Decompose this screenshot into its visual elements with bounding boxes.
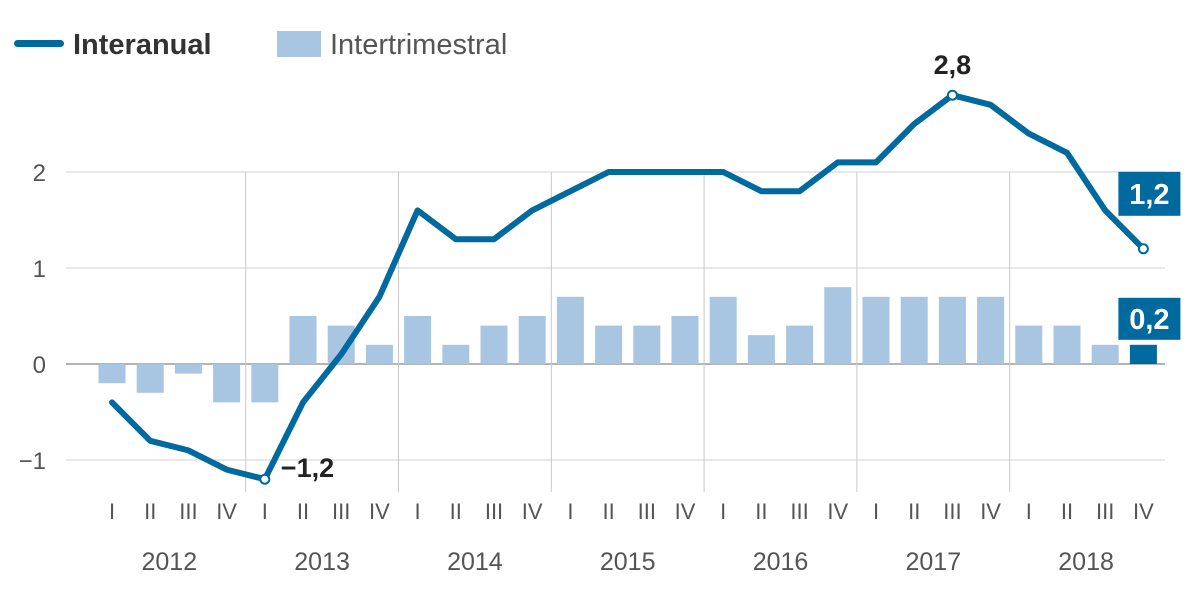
bar [365, 344, 393, 364]
x-year-label: 2017 [905, 548, 961, 576]
badge-bar [1118, 297, 1181, 340]
bar [977, 296, 1005, 364]
annotation-min: −1,2 [281, 453, 334, 483]
bar [862, 296, 890, 364]
bar [213, 364, 241, 403]
x-tick-quarter: IV [216, 499, 237, 524]
x-year-label: 2018 [1058, 548, 1114, 576]
bar [136, 364, 164, 393]
x-tick-quarter: III [638, 499, 656, 524]
line-series [109, 89, 1149, 485]
line-point [259, 473, 271, 485]
bar [1015, 325, 1043, 364]
x-tick-quarter: IV [369, 499, 390, 524]
x-tick-quarter: IV [522, 499, 543, 524]
bar [1091, 344, 1119, 364]
bar [1053, 325, 1081, 364]
bar [709, 296, 737, 364]
y-tick-label: 2 [33, 160, 46, 187]
x-tick-quarter: I [720, 499, 726, 524]
bar [518, 316, 546, 364]
x-tick-quarter: II [755, 499, 767, 524]
x-tick-quarter: II [297, 499, 309, 524]
legend-line-swatch [14, 40, 64, 47]
x-tick-quarter: III [332, 499, 350, 524]
bar [251, 364, 279, 403]
x-tick-quarter: II [908, 499, 920, 524]
x-tick-quarter: II [450, 499, 462, 524]
x-year-label: 2016 [753, 548, 809, 576]
bar-series [98, 287, 1157, 403]
x-tick-quarter: I [415, 499, 421, 524]
bar [671, 316, 699, 364]
x-tick-quarter: I [1026, 499, 1032, 524]
bar [289, 316, 317, 364]
legend: Interanual Intertrimestral [14, 29, 507, 61]
x-tick-quarter: IV [827, 499, 848, 524]
y-tick-label: −1 [19, 448, 46, 475]
x-tick-quarter: I [567, 499, 573, 524]
bar [633, 325, 661, 364]
x-tick-quarter: IV [1133, 499, 1154, 524]
x-tick-quarter: I [262, 499, 268, 524]
badge-bar-label: 0,2 [1129, 304, 1169, 336]
bar [98, 364, 126, 384]
x-year-label: 2015 [600, 548, 656, 576]
bar [442, 344, 470, 364]
x-year-label: 2013 [294, 548, 350, 576]
x-tick-quarter: II [144, 499, 156, 524]
line-point [1137, 243, 1149, 255]
bar [174, 364, 202, 374]
bar [1129, 344, 1157, 364]
axes: 210−1I II III IV I II III IV I II III IV I II III IV I II… [19, 160, 1154, 576]
x-year-label: 2012 [141, 548, 197, 576]
x-tick-quarter: III [179, 499, 197, 524]
badge-line [1118, 171, 1181, 216]
annotations: −1,2 2,8 1,2 0,2 [281, 50, 1181, 483]
bar [938, 296, 966, 364]
x-tick-quarter: I [873, 499, 879, 524]
legend-bar-label: Intertrimestral [330, 29, 507, 61]
x-tick-quarter: IV [675, 499, 696, 524]
x-tick-quarter: III [1096, 499, 1114, 524]
x-tick-quarter: II [1061, 499, 1073, 524]
bar [747, 335, 775, 364]
bar [480, 325, 508, 364]
legend-line-label: Interanual [73, 29, 212, 61]
line-point [946, 89, 958, 101]
x-tick-quarter: III [790, 499, 808, 524]
bar [900, 296, 928, 364]
legend-bar-swatch [277, 31, 321, 57]
x-tick-quarter: III [485, 499, 503, 524]
bar [786, 325, 814, 364]
badge-line-label: 1,2 [1129, 179, 1169, 211]
bar [556, 296, 584, 364]
y-tick-label: 0 [33, 352, 46, 379]
y-tick-label: 1 [33, 256, 46, 283]
x-tick-quarter: III [943, 499, 961, 524]
x-tick-quarter: IV [980, 499, 1001, 524]
line-interanual [109, 92, 1147, 483]
bar [404, 316, 432, 364]
bar [824, 287, 852, 364]
x-year-label: 2014 [447, 548, 503, 576]
x-tick-quarter: I [109, 499, 115, 524]
bar [595, 325, 623, 364]
x-tick-quarter: II [602, 499, 614, 524]
annotation-max: 2,8 [934, 50, 972, 80]
